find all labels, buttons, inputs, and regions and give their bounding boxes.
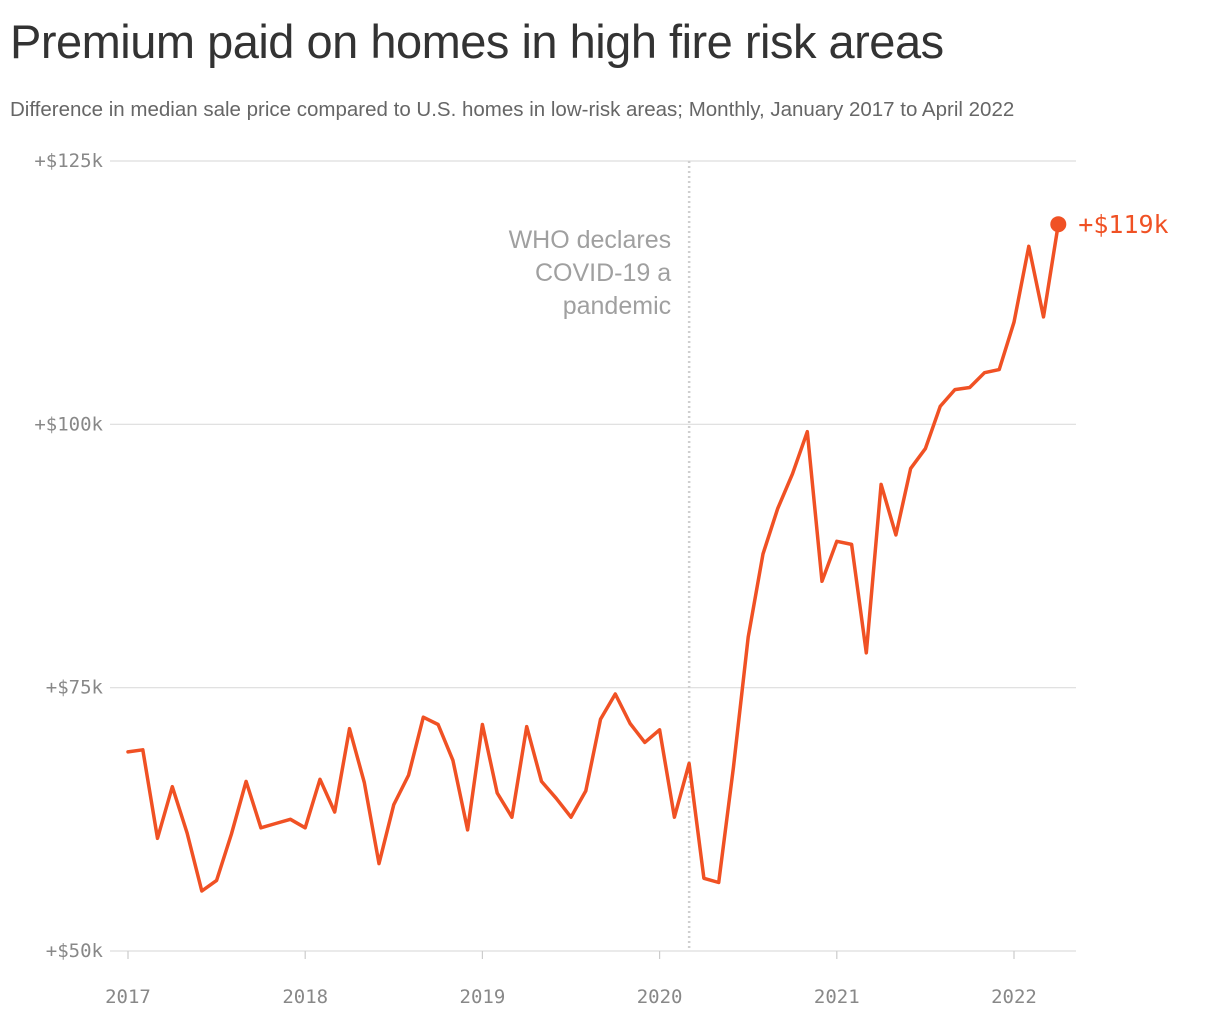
gridlines (110, 160, 1076, 952)
chart-subtitle: Difference in median sale price compared… (10, 98, 1015, 121)
annotation-line-text: pandemic (563, 292, 671, 320)
end-point (1050, 216, 1067, 233)
x-tick-label: 2018 (282, 986, 328, 1008)
y-tick-label: +$125k (34, 150, 103, 172)
y-tick-label: +$75k (46, 677, 104, 699)
annotation-text: WHO declares COVID-19 a pandemic (509, 226, 672, 320)
end-value-label: +$119k (1078, 210, 1168, 239)
pandemic-annotation: WHO declares COVID-19 a pandemic (509, 161, 691, 951)
y-axis-ticks: +$50k +$75k +$100k +$125k (34, 150, 103, 962)
x-tick-label: 2022 (991, 986, 1037, 1008)
x-tick-label: 2017 (105, 986, 151, 1008)
x-tick-label: 2020 (637, 986, 683, 1008)
x-axis-ticks: 2017 2018 2019 2020 2021 2022 (105, 951, 1037, 1008)
series: +$119k (126, 210, 1169, 893)
y-tick-label: +$50k (46, 940, 104, 962)
annotation-line-text: COVID-19 a (535, 259, 671, 287)
y-tick-label: +$100k (34, 413, 103, 435)
annotation-line-text: WHO declares (509, 226, 672, 254)
x-tick-label: 2019 (460, 986, 506, 1008)
series-line (126, 222, 1061, 893)
chart-title: Premium paid on homes in high fire risk … (10, 15, 944, 68)
x-tick-label: 2021 (814, 986, 860, 1008)
